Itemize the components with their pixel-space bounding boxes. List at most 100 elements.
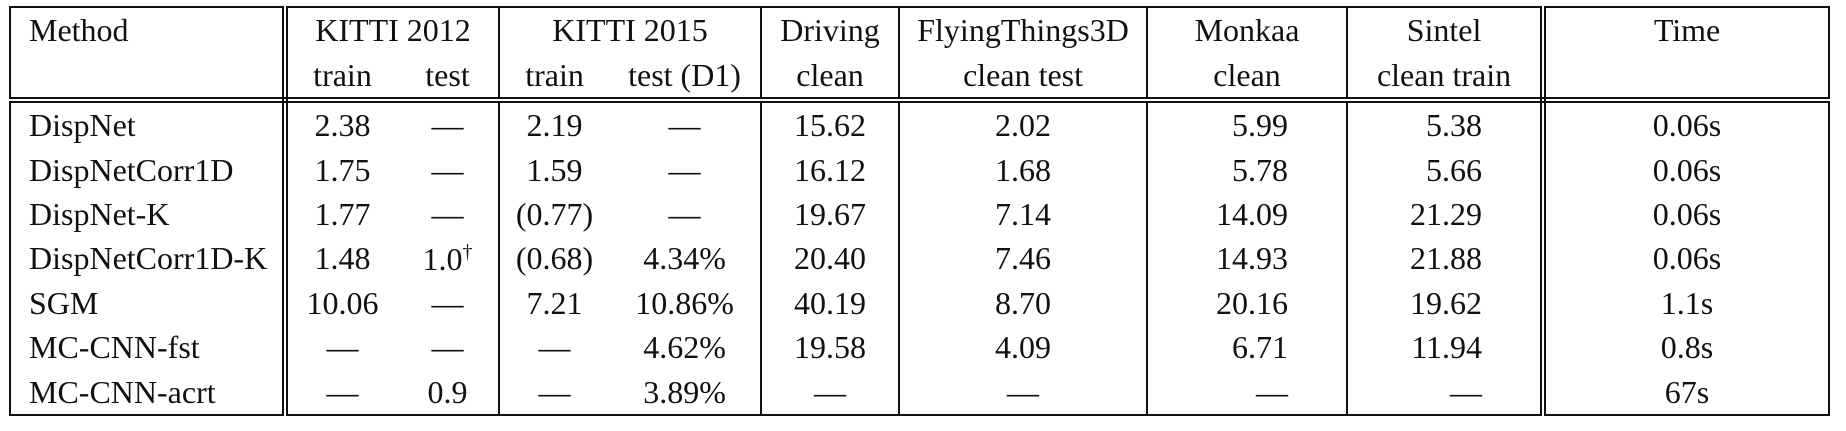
value-cell: 14.09 [1147,191,1349,237]
value-cell: — [1347,369,1547,416]
value-cell: 19.58 [761,325,901,370]
header-row-subs: train test train test (D1) clean clean t… [9,52,1831,103]
value-cell: 2.38 [314,107,371,144]
value-cell: — [285,369,397,416]
time-cell: 67s [1543,369,1831,416]
time-cell: 0.06s [1543,147,1831,192]
header-time: Time [1543,5,1831,53]
time-cell: 0.06s [1543,99,1831,148]
table-row: MC-CNN-acrt —0.9—3.89% — — — —67s [9,369,1831,416]
value-cell: — [1147,369,1349,416]
value-cell: — [397,325,501,370]
value-cell: 20.40 [761,236,901,281]
value-cell: 10.06 [306,284,379,321]
table-row: DispNetCorr1D 1.75—1.59—16.12 1.68 5.78 5.66… [9,147,1831,192]
dagger-footnote-mark: † [462,240,473,263]
time-cell: 1.1s [1543,280,1831,326]
value-cell: 11.94 [1347,325,1547,370]
value-text: 1.0 [422,240,463,277]
value-cell: 7.14 [899,191,1149,237]
table-row: SGM 10.06 — 7.21 10.86% 40.19 8.70 20.16 19.62 1.… [9,280,1831,326]
time-cell: 0.8s [1543,325,1831,370]
value-cell: 40.19 [761,280,901,326]
value-cell: 5.38 [1347,99,1547,148]
time-cell: 0.06s [1543,191,1831,237]
value-cell: 21.88 [1347,236,1547,281]
value-cell: 5.66 [1347,147,1547,192]
value-cell: — [397,280,501,326]
header-sub-kitti2012-train: train [285,52,397,103]
header-group-sintel: Sintel [1347,5,1547,53]
results-table: Method KITTI 2012 KITTI 2015 Driving Fly… [9,5,1831,416]
method-cell: MC-CNN-fst [9,325,288,370]
method-cell: SGM [9,280,288,326]
header-time-blank [1543,52,1831,103]
value-cell: (0.68) [515,240,594,277]
value-cell: 14.93 [1147,236,1349,281]
value-cell: 8.70 [899,280,1149,326]
value-cell: — [609,147,763,192]
value-cell: — [761,369,901,416]
value-cell: 19.62 [1347,280,1547,326]
value-cell: 15.62 [761,99,901,148]
header-row-groups: Method KITTI 2012 KITTI 2015 Driving Fly… [9,5,1831,53]
value-cell: 10.86% [609,280,763,326]
header-group-kitti2012: KITTI 2012 [285,5,501,53]
method-cell: DispNetCorr1D-K [9,236,288,281]
value-cell: — [326,329,359,366]
value-cell: 21.29 [1347,191,1547,237]
value-cell: 5.99 [1147,99,1349,148]
value-cell: — [397,147,501,192]
value-cell: 3.89% [609,369,763,416]
table-row: DispNet-K 1.77— (0.77) —19.67 7.14 14.09 21.29… [9,191,1831,237]
table-row: DispNet 2.38—2.19—15.62 2.02 5.99 5.38 0.06s [9,99,1831,148]
value-cell: 1.48 [314,240,371,277]
value-cell: 1.77 [314,195,371,232]
value-cell: 19.67 [761,191,901,237]
value-cell: — [538,329,571,366]
header-sub-kitti2015-test: test (D1) [609,52,763,103]
header-group-kitti2015: KITTI 2015 [499,5,763,53]
value-cell: 7.46 [899,236,1149,281]
value-cell: 2.02 [899,99,1149,148]
table-row: DispNetCorr1D-K 1.48 1.0† (0.68) 4.34% 20.40 7… [9,236,1831,281]
table-row: MC-CNN-fst — — — 4.62% 19.58 4.09 6.71 11.94 0.8s [9,325,1831,370]
method-cell: DispNet [9,99,288,148]
header-sub-flyingthings3d: clean test [899,52,1149,103]
value-cell: 1.68 [899,147,1149,192]
method-cell: DispNetCorr1D [9,147,288,192]
header-sub-kitti2015-train: train [499,52,610,103]
value-cell: 0.9 [397,369,501,416]
value-cell: 4.34% [609,236,763,281]
value-cell: — [609,191,763,237]
value-cell: — [397,99,501,148]
header-method-blank [9,52,288,103]
value-cell: 16.12 [761,147,901,192]
value-cell: 4.62% [609,325,763,370]
value-cell: 1.0† [397,236,501,281]
header-method: Method [9,5,288,53]
time-cell: 0.06s [1543,236,1831,281]
value-cell: 1.59 [526,151,583,188]
value-cell: 6.71 [1147,325,1349,370]
value-cell: — [499,369,610,416]
method-cell: MC-CNN-acrt [9,369,288,416]
value-cell: 7.21 [526,284,583,321]
value-cell: 1.75 [314,151,371,188]
value-cell: 5.78 [1147,147,1349,192]
header-sub-monkaa: clean [1147,52,1349,103]
header-group-monkaa: Monkaa [1147,5,1349,53]
header-sub-driving: clean [761,52,901,103]
value-cell: 4.09 [899,325,1149,370]
method-cell: DispNet-K [9,191,288,237]
header-sub-kitti2012-test: test [397,52,501,103]
value-cell: — [899,369,1149,416]
value-cell: 20.16 [1147,280,1349,326]
header-sub-sintel: clean train [1347,52,1547,103]
value-cell: — [397,191,501,237]
header-group-flyingthings3d: FlyingThings3D [899,5,1149,53]
value-cell: (0.77) [515,195,594,232]
value-cell: 2.19 [526,107,583,144]
header-group-driving: Driving [761,5,901,53]
value-cell: — [609,99,763,148]
